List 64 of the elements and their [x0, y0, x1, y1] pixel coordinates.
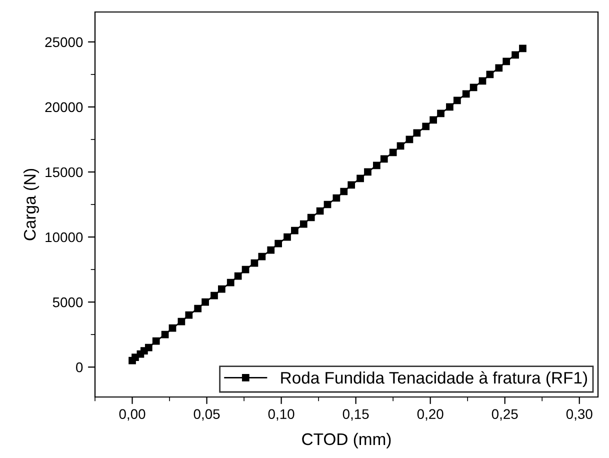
point — [144, 344, 152, 352]
x-tick-label: 0,25 — [492, 409, 518, 421]
point — [291, 226, 298, 234]
point — [274, 240, 282, 248]
point — [356, 174, 364, 182]
point — [396, 142, 404, 150]
point — [430, 116, 437, 124]
point — [495, 64, 503, 72]
point — [161, 330, 169, 338]
point — [478, 77, 486, 85]
point — [502, 58, 510, 66]
point — [258, 252, 266, 260]
point — [364, 168, 372, 176]
x-tick-label: 0,20 — [417, 409, 444, 421]
point — [373, 162, 380, 170]
point — [406, 136, 414, 144]
x-tick-label: 0,30 — [566, 409, 592, 421]
y-tick-label: 15000 — [46, 167, 83, 178]
x-tick-label: 0,10 — [268, 409, 294, 421]
point — [234, 272, 242, 280]
x-tick-label: 0,00 — [119, 409, 146, 421]
legend-label: Roda Fundida Tenacidade à fratura (RF1) — [281, 371, 587, 387]
point — [132, 354, 139, 362]
y-tick-label: 0 — [76, 362, 83, 372]
point — [202, 298, 209, 306]
y-tick-label: 5000 — [52, 297, 83, 308]
point — [437, 110, 444, 118]
point — [185, 311, 193, 319]
x-tick-label: 0,05 — [194, 409, 220, 421]
y-tick-label: 20000 — [45, 102, 83, 112]
y-tick-label: 10000 — [46, 232, 83, 242]
point — [348, 181, 356, 189]
point — [470, 84, 478, 92]
point — [194, 304, 202, 312]
point — [168, 324, 176, 332]
point — [519, 44, 526, 52]
point — [389, 148, 397, 156]
y-tick-label: 25000 — [45, 37, 83, 48]
point — [226, 278, 234, 286]
point — [218, 285, 226, 293]
point — [152, 337, 160, 345]
point — [210, 292, 218, 300]
point — [178, 318, 186, 326]
x-tick-label: 0,15 — [342, 409, 369, 421]
point — [453, 96, 461, 104]
point — [413, 129, 421, 137]
point — [300, 220, 308, 228]
point — [307, 214, 315, 222]
point — [512, 51, 519, 59]
point — [242, 266, 250, 274]
y-axis-title: Carga (N) — [23, 168, 40, 240]
point — [462, 90, 470, 98]
point — [380, 155, 388, 163]
x-axis-title: CTOD (mm) — [302, 432, 391, 448]
point — [316, 207, 324, 215]
point — [340, 188, 348, 196]
point — [250, 259, 258, 267]
point — [332, 194, 340, 202]
point — [267, 246, 275, 254]
point — [284, 233, 291, 241]
point — [446, 103, 454, 111]
point — [486, 70, 494, 78]
point — [324, 200, 332, 208]
point — [422, 122, 430, 130]
